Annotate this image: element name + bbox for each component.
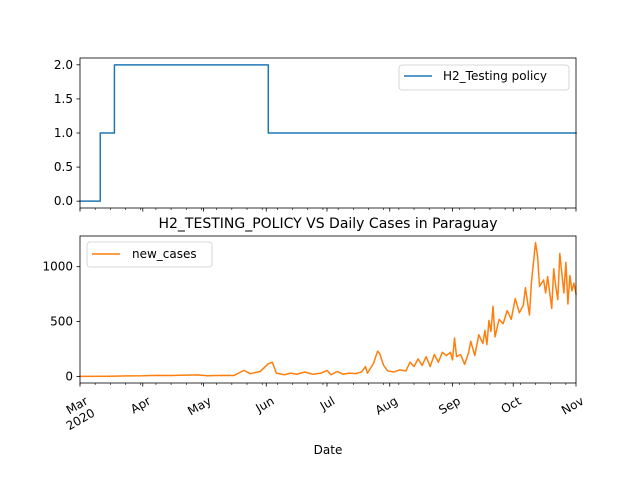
chart-title: H2_TESTING_POLICY VS Daily Cases in Para… (158, 216, 497, 232)
bottom-y-ticks: 0 500 1000 (42, 260, 80, 383)
top-plot-area (79, 64, 577, 202)
bottom-y-tick-label: 0 (65, 369, 73, 383)
bottom-legend: new_cases (86, 241, 213, 268)
top-y-ticks: 0.0 0.5 1.0 1.5 2.0 (54, 58, 80, 208)
bottom-y-tick-label: 1000 (42, 260, 73, 274)
top-y-tick-label: 1.5 (54, 92, 73, 106)
bottom-axes-frame (79, 235, 577, 384)
bottom-y-tick-label: 500 (50, 315, 73, 329)
top-x-ticks (79, 208, 577, 212)
top-y-tick-label: 2.0 (54, 58, 73, 72)
top-legend-box (398, 64, 570, 91)
top-series-line (79, 64, 577, 202)
x-axis-label: Date (314, 443, 343, 457)
bottom-plot-area (79, 241, 577, 378)
bottom-legend-label: new_cases (132, 247, 197, 261)
x-tick-label: Jul (317, 394, 337, 414)
top-y-tick-label: 1.0 (54, 126, 73, 140)
bottom-series-line (79, 241, 577, 378)
bottom-legend-box (86, 241, 213, 268)
top-legend: H2_Testing policy (398, 64, 570, 91)
top-y-tick-label: 0.0 (54, 194, 73, 208)
top-axes: 0.0 0.5 1.0 1.5 2.0 H2_Testing policy (54, 57, 577, 212)
top-legend-label: H2_Testing policy (443, 69, 547, 83)
top-y-tick-label: 0.5 (54, 160, 73, 174)
